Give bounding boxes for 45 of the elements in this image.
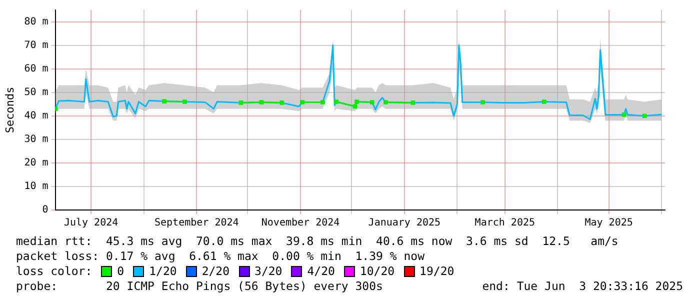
point <box>334 100 338 104</box>
text: end: Tue Jun 3 20:33:16 2025 <box>482 279 683 293</box>
legend-label: 0 <box>117 264 124 278</box>
x-tick-label: January 2025 <box>368 218 441 229</box>
text: probe: 20 ICMP Echo Pings (56 Bytes) every 300s <box>16 279 383 293</box>
point <box>370 100 374 104</box>
legend-label: 1/20 <box>149 264 177 278</box>
legend-label: 10/20 <box>360 264 395 278</box>
point <box>622 112 626 117</box>
legend-label: 4/20 <box>307 264 335 278</box>
y-tick-label: 30 m <box>24 134 48 146</box>
y-tick-label: 20 m <box>24 158 48 169</box>
y-axis-title: Seconds <box>3 86 16 134</box>
point <box>410 100 416 105</box>
y-tick-label: 80 m <box>24 16 48 28</box>
y-tick-label: 70 m <box>24 40 48 51</box>
legend-label: 3/20 <box>254 264 282 278</box>
y-tick-label: 0 <box>42 204 48 216</box>
legend-title: loss color: <box>16 264 92 278</box>
point <box>384 100 388 104</box>
x-tick-label: May 2025 <box>584 218 633 229</box>
y-tick-label: 50 m <box>24 86 48 98</box>
point <box>238 100 244 105</box>
x-tick-label: March 2025 <box>474 218 536 229</box>
text: packet loss: 0.17 % avg 6.61 % max 0.00 % min 1.39 % now <box>16 249 424 263</box>
legend-label: 19/20 <box>420 264 454 278</box>
point <box>162 99 166 104</box>
point <box>259 100 264 104</box>
y-tick-label: 10 m <box>24 181 48 192</box>
point <box>320 100 325 104</box>
y-tick-label: 60 m <box>24 63 48 74</box>
text: median rtt: 45.3 ms avg 70.0 ms max 39.8 ms min 40.6 ms now 3.6 ms sd 12.5 am/s <box>16 234 618 248</box>
point <box>280 100 284 105</box>
x-tick-label: September 2024 <box>154 218 239 229</box>
point <box>480 100 485 104</box>
point <box>354 100 359 104</box>
x-tick-label: July 2024 <box>64 218 118 229</box>
legend-label: 2/20 <box>202 264 230 278</box>
point <box>542 100 546 104</box>
point <box>300 100 304 104</box>
point <box>182 100 187 104</box>
x-tick-label: November 2024 <box>261 218 340 229</box>
point <box>642 114 647 118</box>
y-tick-label: 40 m <box>24 110 48 122</box>
point <box>352 104 358 109</box>
